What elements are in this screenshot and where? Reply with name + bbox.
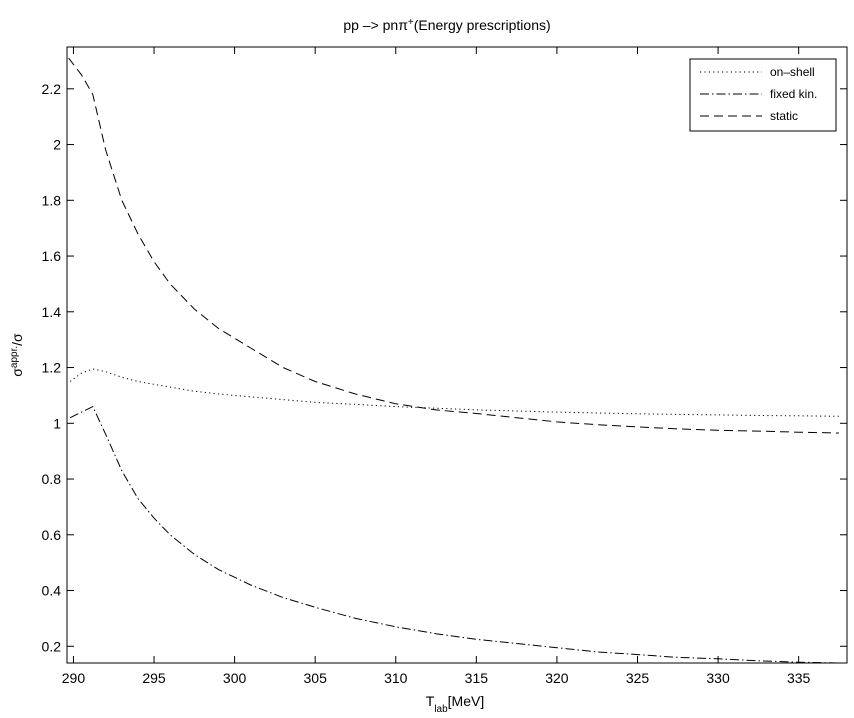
x-tick-label: 315 bbox=[465, 670, 489, 686]
x-tick-label: 300 bbox=[223, 670, 247, 686]
y-tick-label: 1.8 bbox=[42, 192, 62, 208]
x-tick-label: 335 bbox=[787, 670, 811, 686]
chart-title: pp –> pnπ+(Energy prescriptions) bbox=[343, 17, 550, 34]
x-tick-label: 295 bbox=[142, 670, 166, 686]
legend-label: static bbox=[770, 109, 798, 123]
chart-title-sup: + bbox=[408, 17, 414, 28]
series-line-dotted bbox=[69, 368, 839, 417]
legend: on–shell fixed kin. static bbox=[689, 58, 837, 132]
x-axis-label-sub: lab bbox=[434, 704, 448, 715]
x-axis-label-main: T bbox=[426, 693, 435, 709]
y-tick-label: 1.2 bbox=[42, 360, 62, 376]
x-tick-label: 330 bbox=[706, 670, 730, 686]
x-tick-label: 305 bbox=[304, 670, 328, 686]
series-layer bbox=[68, 57, 839, 663]
y-tick-label: 0.4 bbox=[42, 583, 62, 599]
x-tick-label: 290 bbox=[62, 670, 86, 686]
y-tick-label: 0.6 bbox=[42, 527, 62, 543]
chart-title-rest: (Energy prescriptions) bbox=[414, 17, 551, 33]
series-line-dashdot bbox=[69, 405, 839, 663]
axis-ticks: 290 295 300 305 310 315 320 325 330 335 0.2 0.4 0.6 0… bbox=[42, 47, 847, 686]
y-axis-label: σappr./σ bbox=[9, 333, 26, 377]
y-axis-label-rest: /σ bbox=[9, 333, 25, 346]
y-tick-label: 1 bbox=[53, 415, 61, 431]
x-axis-label-rest: [MeV] bbox=[448, 693, 485, 709]
y-tick-label: 0.8 bbox=[42, 471, 62, 487]
series-line-dashed bbox=[68, 57, 839, 434]
y-axis-label-main: σ bbox=[9, 368, 25, 377]
legend-box bbox=[689, 58, 837, 132]
x-tick-label: 310 bbox=[384, 670, 408, 686]
x-tick-label: 325 bbox=[626, 670, 650, 686]
y-tick-label: 2.2 bbox=[42, 81, 62, 97]
plot-frame bbox=[66, 46, 848, 664]
legend-label: on–shell bbox=[770, 65, 815, 79]
chart-title-main: pp –> pnπ bbox=[343, 17, 408, 33]
y-axis-label-sup: appr. bbox=[9, 346, 20, 368]
legend-label: fixed kin. bbox=[770, 87, 817, 101]
y-tick-label: 1.6 bbox=[42, 248, 62, 264]
y-tick-label: 2 bbox=[53, 137, 61, 153]
x-tick-label: 320 bbox=[545, 670, 569, 686]
y-tick-label: 1.4 bbox=[42, 304, 62, 320]
x-axis-label: Tlab[MeV] bbox=[426, 693, 485, 715]
y-tick-label: 0.2 bbox=[42, 638, 62, 654]
